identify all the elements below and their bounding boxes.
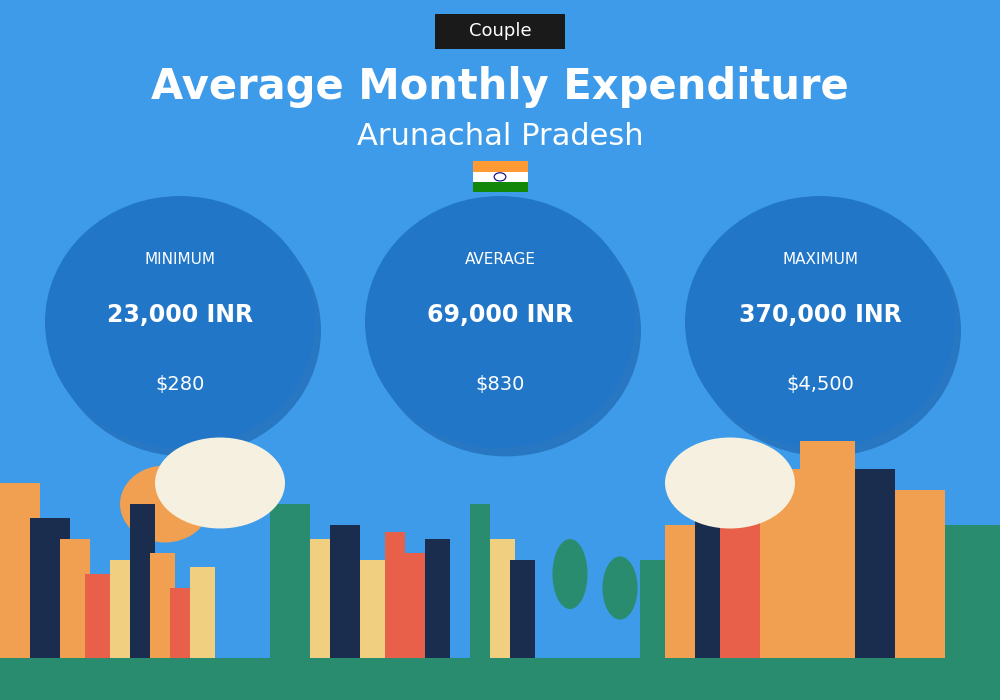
FancyBboxPatch shape: [435, 14, 565, 49]
Text: AVERAGE: AVERAGE: [464, 251, 536, 267]
Bar: [490, 539, 515, 658]
Bar: [473, 182, 528, 192]
Ellipse shape: [552, 539, 588, 609]
Ellipse shape: [602, 556, 638, 620]
Bar: [85, 574, 110, 658]
Bar: [400, 553, 425, 658]
Bar: [720, 455, 760, 658]
Ellipse shape: [120, 466, 210, 542]
Text: Couple: Couple: [469, 22, 531, 41]
Bar: [270, 504, 290, 658]
Bar: [855, 469, 895, 658]
Text: 23,000 INR: 23,000 INR: [107, 303, 253, 327]
Bar: [60, 539, 90, 658]
Bar: [30, 518, 70, 658]
Text: Average Monthly Expenditure: Average Monthly Expenditure: [151, 66, 849, 108]
Ellipse shape: [155, 438, 285, 528]
Bar: [385, 532, 405, 658]
Ellipse shape: [371, 204, 641, 456]
Ellipse shape: [685, 196, 955, 448]
Bar: [800, 441, 855, 658]
Bar: [0, 658, 1000, 700]
Ellipse shape: [665, 438, 795, 528]
Bar: [110, 560, 135, 658]
Ellipse shape: [690, 466, 780, 542]
Bar: [360, 560, 385, 658]
Bar: [640, 560, 665, 658]
Text: 370,000 INR: 370,000 INR: [739, 303, 901, 327]
Bar: [895, 490, 945, 658]
Text: $830: $830: [475, 375, 525, 395]
Bar: [170, 588, 190, 658]
Bar: [0, 483, 40, 658]
Bar: [150, 553, 175, 658]
Text: MINIMUM: MINIMUM: [144, 251, 216, 267]
Bar: [695, 490, 720, 658]
Bar: [665, 525, 695, 658]
Text: $280: $280: [155, 375, 205, 395]
Text: $4,500: $4,500: [786, 375, 854, 395]
Bar: [473, 162, 528, 172]
Bar: [425, 539, 450, 658]
Text: Arunachal Pradesh: Arunachal Pradesh: [357, 122, 643, 151]
Bar: [760, 469, 800, 658]
Bar: [290, 504, 310, 658]
Bar: [190, 567, 215, 658]
Ellipse shape: [45, 196, 315, 448]
Bar: [310, 539, 335, 658]
Bar: [330, 525, 360, 658]
Bar: [130, 504, 155, 658]
Text: 69,000 INR: 69,000 INR: [427, 303, 573, 327]
Text: MAXIMUM: MAXIMUM: [782, 251, 858, 267]
Ellipse shape: [691, 204, 961, 456]
Ellipse shape: [51, 204, 321, 456]
Bar: [470, 504, 490, 658]
Bar: [473, 172, 528, 182]
Bar: [510, 560, 535, 658]
Ellipse shape: [365, 196, 635, 448]
Bar: [945, 525, 1000, 658]
